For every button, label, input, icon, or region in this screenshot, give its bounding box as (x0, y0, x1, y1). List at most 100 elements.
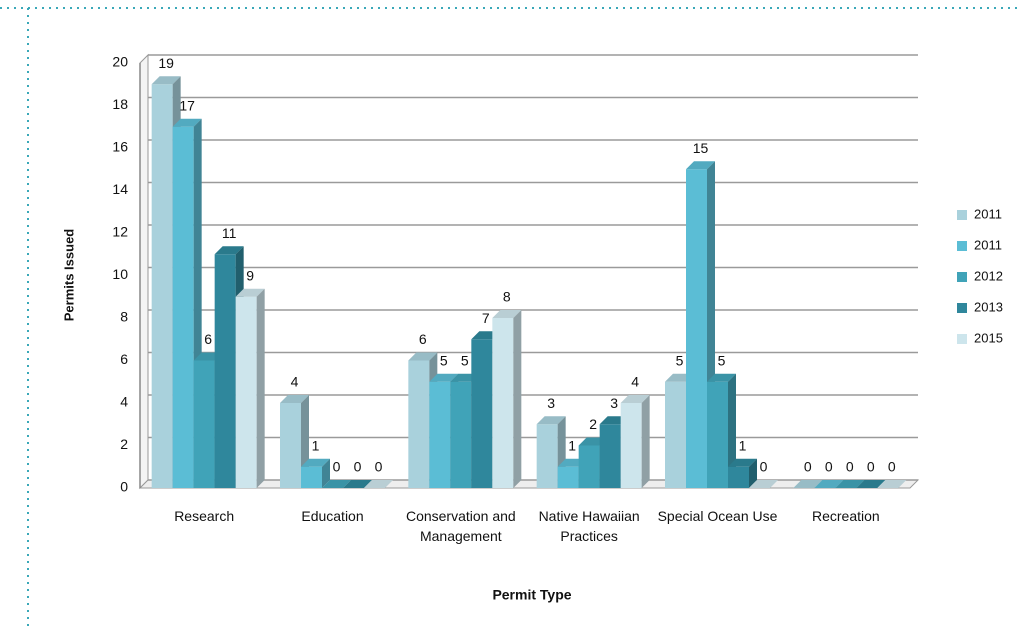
bar-top (151, 76, 181, 85)
bar-front (536, 424, 558, 488)
bar-top (749, 480, 778, 488)
bar-top (877, 480, 907, 488)
x-axis-label: Permit Type (492, 587, 571, 603)
bar-top (728, 458, 757, 467)
bar-side (513, 310, 522, 488)
legend-label: 2013 (974, 299, 1003, 314)
bar-front (193, 360, 215, 488)
bar-front (172, 126, 194, 488)
bar-side (256, 288, 265, 488)
back-wall (139, 53, 149, 490)
bar (301, 458, 330, 488)
bar-front (450, 381, 472, 488)
bar (877, 480, 907, 488)
data-label: 6 (419, 331, 427, 347)
legend-swatch (957, 241, 967, 251)
x-tick-label: Special Ocean Use (657, 508, 778, 524)
bar (793, 480, 823, 488)
bar-front (429, 381, 451, 488)
bar-front (578, 445, 600, 488)
bar-front (728, 466, 749, 488)
legend-label: 2015 (974, 330, 1003, 345)
bar-front (557, 466, 579, 488)
data-label: 9 (246, 267, 254, 283)
bar-top (793, 480, 823, 488)
x-tick-label: Research (174, 508, 235, 524)
data-label: 5 (440, 352, 448, 368)
x-tick-label: Native Hawaiian Practices (538, 508, 640, 544)
bar-top (235, 288, 265, 297)
y-tick-label: 18 (112, 96, 128, 112)
data-label: 4 (631, 374, 639, 390)
data-label: 0 (825, 459, 833, 475)
data-label: 1 (739, 437, 747, 453)
bar (235, 288, 265, 488)
bar-top (835, 480, 865, 488)
y-tick-label: 20 (112, 54, 128, 70)
data-label: 7 (482, 310, 490, 326)
y-axis-label: Permits Issued (61, 229, 76, 322)
data-label: 19 (158, 55, 174, 71)
bar-top (429, 373, 459, 382)
bar (728, 458, 757, 488)
bar-top (408, 352, 438, 361)
data-label: 5 (461, 352, 469, 368)
bar-front (235, 296, 257, 488)
bar-top (620, 395, 650, 403)
bar-top (814, 480, 844, 488)
data-label: 0 (354, 459, 362, 475)
bar-front (686, 169, 707, 488)
bar (343, 480, 372, 488)
y-tick-label: 10 (112, 266, 128, 282)
data-label: 2 (589, 416, 597, 432)
y-tick-label: 4 (120, 394, 128, 410)
bar-top (856, 480, 886, 488)
data-label: 8 (503, 289, 511, 305)
legend-label: 2012 (974, 268, 1003, 283)
y-tick-label: 6 (120, 351, 128, 367)
y-tick-label: 16 (112, 139, 128, 155)
bar (620, 395, 650, 488)
data-label: 4 (291, 374, 299, 390)
bar-front (620, 403, 642, 488)
bar-side (749, 458, 757, 488)
legend-label: 2011 (974, 237, 1002, 252)
legend-swatch (957, 303, 967, 313)
x-tick-label: Conservation and Management (405, 508, 516, 544)
data-label: 6 (204, 331, 212, 347)
bar-top (707, 373, 736, 382)
bar-top (322, 480, 351, 488)
y-tick-label: 0 (120, 479, 128, 495)
y-tick-label: 2 (120, 436, 128, 452)
data-label: 0 (804, 459, 812, 475)
data-label: 0 (375, 459, 383, 475)
bar-top (686, 161, 715, 170)
bar-top (492, 310, 522, 318)
bar-top (280, 395, 309, 403)
data-label: 0 (333, 459, 341, 475)
y-tick-label: 8 (120, 309, 128, 325)
bar-top (301, 458, 330, 467)
data-label: 3 (610, 395, 618, 411)
y-tick-label: 12 (112, 224, 128, 240)
bar (707, 373, 736, 488)
bar-front (408, 360, 430, 488)
data-label: 0 (760, 459, 768, 475)
x-tick-label: Recreation (811, 508, 880, 524)
bar-side (641, 395, 650, 488)
data-label: 3 (547, 395, 555, 411)
data-label: 0 (846, 459, 854, 475)
data-label: 5 (676, 352, 684, 368)
bar-front (151, 84, 173, 488)
data-label: 1 (312, 437, 320, 453)
bar-front (301, 466, 322, 488)
bar-front (214, 254, 236, 488)
bar-top (343, 480, 372, 488)
x-tick-label: Education (301, 508, 364, 524)
bar-top (364, 480, 393, 488)
bar (322, 480, 351, 488)
bar-top (214, 246, 244, 255)
bar-front (280, 403, 301, 488)
